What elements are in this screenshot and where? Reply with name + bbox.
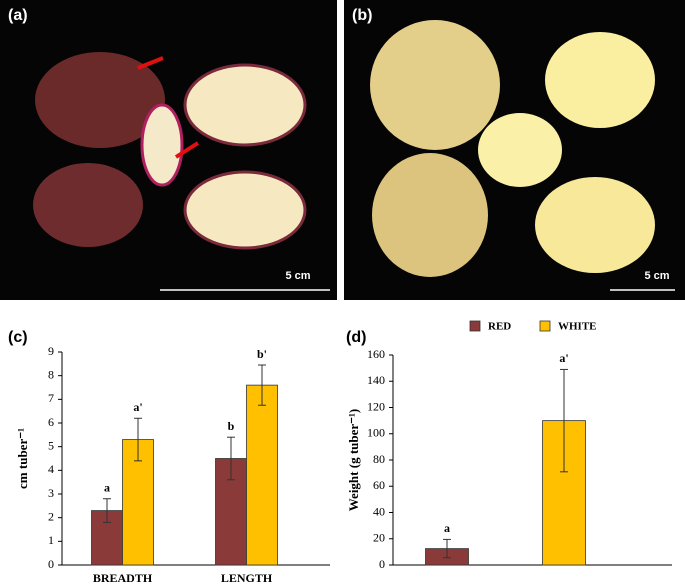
legend-swatch [539, 320, 551, 332]
y-tick-label: 140 [367, 373, 385, 387]
y-tick-label: 40 [373, 504, 385, 518]
y-axis-label: Weight (g tuber⁻¹) [346, 409, 361, 511]
y-tick-label: 1 [48, 533, 54, 547]
panel-label: (d) [346, 329, 366, 346]
y-tick-label: 5 [48, 438, 54, 452]
photo-b: (b) 5 cm [344, 0, 685, 300]
y-tick-label: 9 [48, 344, 54, 358]
y-axis-label: cm tuber⁻¹ [15, 428, 30, 489]
y-tick-label: 0 [48, 557, 54, 571]
y-tick-label: 60 [373, 478, 385, 492]
scale-label: 5 cm [285, 270, 310, 282]
panel-label: (a) [8, 7, 28, 24]
legend-swatch [469, 320, 481, 332]
annotation: a [104, 480, 110, 494]
annotation: a [444, 521, 450, 535]
y-tick-label: 6 [48, 415, 54, 429]
legend-label: RED [488, 321, 511, 333]
y-tick-label: 100 [367, 426, 385, 440]
y-tick-label: 7 [48, 391, 54, 405]
annotation: b [228, 419, 235, 433]
y-tick-label: 20 [373, 531, 385, 545]
y-tick-label: 160 [367, 347, 385, 361]
x-tick-label: BREADTH [93, 571, 153, 585]
annotation: b' [257, 347, 267, 361]
y-tick-label: 3 [48, 486, 54, 500]
y-tick-label: 2 [48, 509, 54, 523]
y-tick-label: 120 [367, 399, 385, 413]
y-tick-label: 80 [373, 452, 385, 466]
y-tick-label: 0 [379, 557, 385, 571]
photo-a: (a) 5 cm [0, 0, 337, 300]
y-tick-label: 8 [48, 367, 54, 381]
panel-label: (b) [352, 7, 372, 24]
bar [246, 384, 278, 566]
annotation: a' [133, 400, 142, 414]
scale-label: 5 cm [644, 270, 669, 282]
panel-label: (c) [8, 329, 28, 346]
x-tick-label: LENGTH [221, 571, 273, 585]
legend-label: WHITE [558, 321, 597, 333]
annotation: a' [559, 351, 568, 365]
y-tick-label: 4 [48, 462, 54, 476]
